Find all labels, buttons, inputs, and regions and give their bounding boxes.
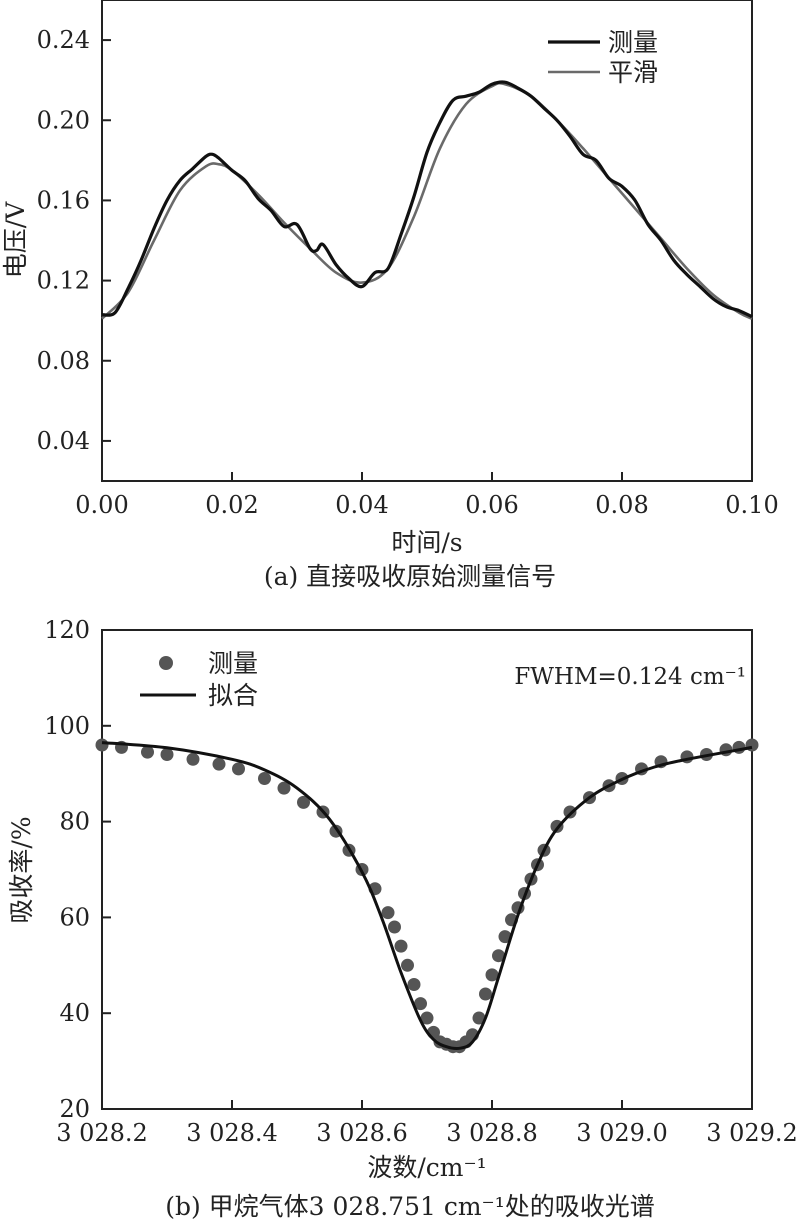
- panel-b-plot-frame: [101, 629, 753, 1110]
- panel-a-x-tick-label: 0.02: [205, 491, 258, 519]
- panel-b-x-tick-label: 3 028.6: [316, 1119, 408, 1147]
- measured-point: [498, 930, 512, 944]
- measured-point: [212, 757, 226, 771]
- panel-b-legend: 测量 拟合: [140, 649, 258, 710]
- panel-b-x-axis-title: 波数/cm⁻¹: [367, 1153, 486, 1182]
- panel-a-y-tick-label: 0.24: [37, 26, 90, 54]
- panel-b-y-tick-label: 40: [59, 999, 90, 1027]
- panel-a-y-tick-label: 0.12: [37, 267, 90, 295]
- panel-a-y-tick-label: 0.04: [37, 427, 90, 455]
- legend-smooth-label: 平滑: [608, 58, 658, 87]
- measured-point: [394, 939, 408, 953]
- legend-measured-label: 测量: [608, 28, 658, 57]
- panel-b-y-tick-label: 100: [44, 712, 90, 740]
- panel-a-x-tick-label: 0.04: [335, 491, 388, 519]
- panel-b-ticks: [101, 629, 753, 1110]
- panel-a-y-tick-labels: 0.04 0.08 0.12 0.16 0.20 0.24: [37, 26, 90, 455]
- measured-point: [95, 738, 109, 752]
- panel-a-x-tick-label: 0.08: [595, 491, 648, 519]
- panel-b-x-tick-label: 3 028.8: [446, 1119, 538, 1147]
- measured-point: [420, 1011, 434, 1025]
- fwhm-annotation: FWHM=0.124 cm⁻¹: [514, 664, 746, 690]
- panel-b-x-tick-label: 3 029.0: [576, 1119, 668, 1147]
- measured-point: [472, 1011, 486, 1025]
- measured-point: [297, 795, 310, 809]
- panel-a-x-axis-title: 时间/s: [391, 528, 462, 557]
- panel-a-y-tick-label: 0.20: [37, 106, 90, 134]
- panel-b-caption: (b) 甲烷气体3 028.751 cm⁻¹处的吸收光谱: [165, 1192, 655, 1221]
- measured-signal-line: [101, 80, 753, 319]
- measured-point: [492, 949, 505, 963]
- panel-b-y-tick-labels: 20 40 60 80 100 120: [44, 616, 90, 1123]
- legend-measured-point-label: 测量: [208, 649, 258, 678]
- panel-a-x-tick-label: 0.10: [725, 491, 778, 519]
- legend-fit-label: 拟合: [208, 681, 258, 710]
- measured-point: [277, 781, 291, 795]
- measured-point: [160, 748, 174, 761]
- panel-b-chart: 3 028.2 3 028.4 3 028.6 3 028.8 3 029.0 3 029…: [7, 616, 798, 1221]
- panel-b-x-tick-label: 3 028.2: [56, 1119, 148, 1147]
- legend-measured-point-swatch: [159, 656, 173, 670]
- measured-point: [563, 805, 577, 819]
- measured-point: [258, 772, 271, 785]
- panel-b-x-tick-label: 3 028.4: [186, 1119, 278, 1147]
- measured-point: [485, 968, 499, 982]
- panel-b-y-tick-label: 60: [59, 903, 90, 931]
- panel-b-x-tick-label: 3 029.2: [706, 1119, 798, 1147]
- measured-point: [232, 762, 245, 776]
- measured-point: [381, 906, 395, 920]
- measured-point: [388, 920, 401, 934]
- panel-a-y-axis-title: 电压/V: [1, 201, 30, 278]
- panel-a-ticks: [101, 39, 753, 481]
- measured-absorbance-points: [95, 738, 759, 1054]
- panel-b-y-tick-label: 80: [59, 808, 90, 836]
- measured-point: [141, 745, 154, 759]
- panel-a-plot-frame: [101, 0, 753, 482]
- panel-b-x-tick-labels: 3 028.2 3 028.4 3 028.6 3 028.8 3 029.0 3 029…: [56, 1119, 798, 1147]
- panel-a-x-tick-label: 0.06: [465, 491, 518, 519]
- panel-a-caption: (a) 直接吸收原始测量信号: [264, 562, 556, 591]
- measured-point: [401, 958, 414, 972]
- smoothed-signal-line: [101, 81, 753, 320]
- measured-point: [414, 997, 427, 1011]
- panel-b-y-tick-label: 120: [44, 616, 90, 644]
- measured-point: [186, 752, 200, 766]
- panel-b-y-tick-label: 20: [59, 1095, 90, 1123]
- measured-point: [407, 978, 421, 991]
- panel-a-x-tick-label: 0.00: [75, 491, 128, 519]
- panel-a-y-tick-label: 0.08: [37, 347, 90, 375]
- panel-a-x-tick-labels: 0.00 0.02 0.04 0.06 0.08 0.10: [75, 491, 778, 519]
- fit-line: [101, 741, 753, 1051]
- measured-point: [479, 987, 492, 1001]
- panel-a-y-tick-label: 0.16: [37, 186, 90, 214]
- panel-a-chart: 0.00 0.02 0.04 0.06 0.08 0.10 0.04 0.08 0.12 0.1…: [1, 0, 779, 591]
- panel-b-y-axis-title: 吸收率/%: [7, 816, 36, 923]
- panel-a-legend: 测量 平滑: [548, 28, 658, 87]
